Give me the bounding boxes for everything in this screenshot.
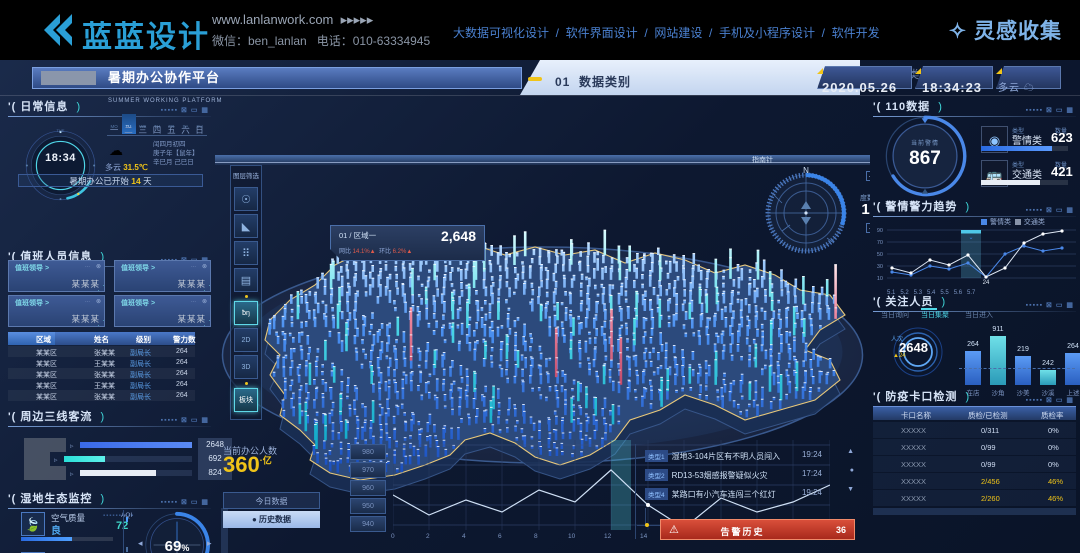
- svg-text:⌄: ⌄: [968, 235, 973, 241]
- svg-text:90: 90: [877, 228, 883, 234]
- svg-text:24: 24: [983, 280, 990, 286]
- svg-text:70: 70: [877, 240, 883, 246]
- svg-text:50: 50: [877, 252, 883, 258]
- svg-text:30: 30: [877, 264, 883, 270]
- svg-text:10: 10: [877, 276, 883, 282]
